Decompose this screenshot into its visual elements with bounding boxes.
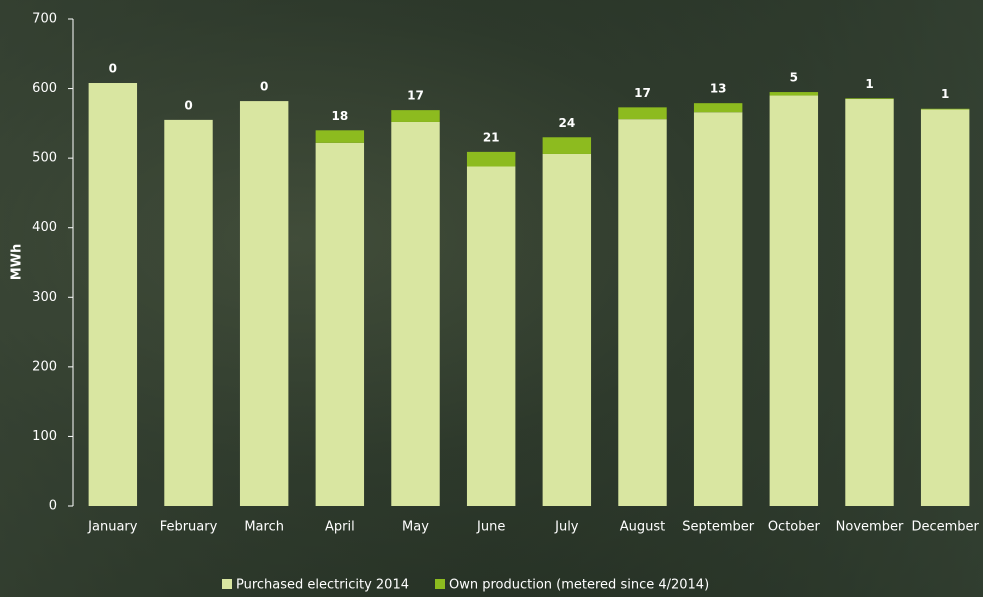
bar-segment (618, 119, 667, 506)
x-tick-label: June (476, 520, 505, 535)
bar-segment (693, 112, 743, 507)
bar-segment (315, 142, 365, 506)
y-tick-label: 600 (32, 81, 57, 96)
bar-segment (391, 110, 440, 122)
bar-segment (845, 99, 894, 506)
bar-segment (88, 83, 138, 507)
bar-segment (542, 153, 592, 506)
y-tick-label: 100 (32, 429, 57, 444)
x-tick-label: May (402, 520, 429, 535)
bar-segment (391, 121, 440, 507)
y-tick-label: 500 (32, 151, 57, 166)
data-label: 1 (941, 87, 949, 101)
x-tick-label: March (244, 520, 284, 535)
bar-segment (164, 119, 213, 506)
bar-segment (239, 101, 289, 506)
bar-segment (618, 107, 667, 120)
bar-segment (542, 137, 592, 154)
y-tick-label: 700 (32, 12, 57, 27)
x-tick-label: February (160, 520, 218, 535)
legend-label: Own production (metered since 4/2014) (449, 578, 709, 593)
bar-segment (920, 108, 970, 110)
bar-segment (769, 95, 819, 507)
data-label: 0 (184, 98, 192, 112)
data-label: 0 (109, 62, 117, 76)
data-label: 21 (483, 130, 500, 144)
y-tick-label: 200 (32, 359, 57, 374)
x-tick-label: September (682, 520, 755, 535)
data-label: 0 (260, 80, 268, 94)
x-tick-label: December (911, 520, 979, 535)
x-tick-label: November (836, 520, 904, 535)
data-label: 17 (407, 89, 424, 103)
bar-segment (769, 92, 819, 96)
data-label: 24 (558, 116, 575, 130)
bar-segment (693, 103, 743, 113)
bar-segment (466, 151, 516, 167)
data-label: 13 (710, 82, 727, 96)
data-label: 18 (331, 109, 348, 123)
legend-swatch (222, 579, 232, 589)
y-axis-title: MWh (10, 244, 25, 281)
y-tick-label: 300 (32, 290, 57, 305)
bar-segment (845, 98, 894, 100)
legend-swatch (435, 579, 445, 589)
bar-segment (315, 130, 365, 143)
data-label: 1 (865, 77, 873, 91)
x-tick-label: July (554, 520, 579, 535)
x-tick-label: October (768, 520, 821, 535)
data-label: 17 (634, 86, 651, 100)
x-tick-label: January (87, 520, 138, 535)
bar-segment (920, 109, 970, 506)
y-tick-label: 400 (32, 220, 57, 235)
x-tick-label: August (620, 520, 666, 535)
bar-segment (466, 166, 516, 506)
data-label: 5 (790, 71, 798, 85)
legend-label: Purchased electricity 2014 (236, 578, 409, 593)
y-tick-label: 0 (49, 499, 57, 514)
x-tick-label: April (325, 520, 355, 535)
